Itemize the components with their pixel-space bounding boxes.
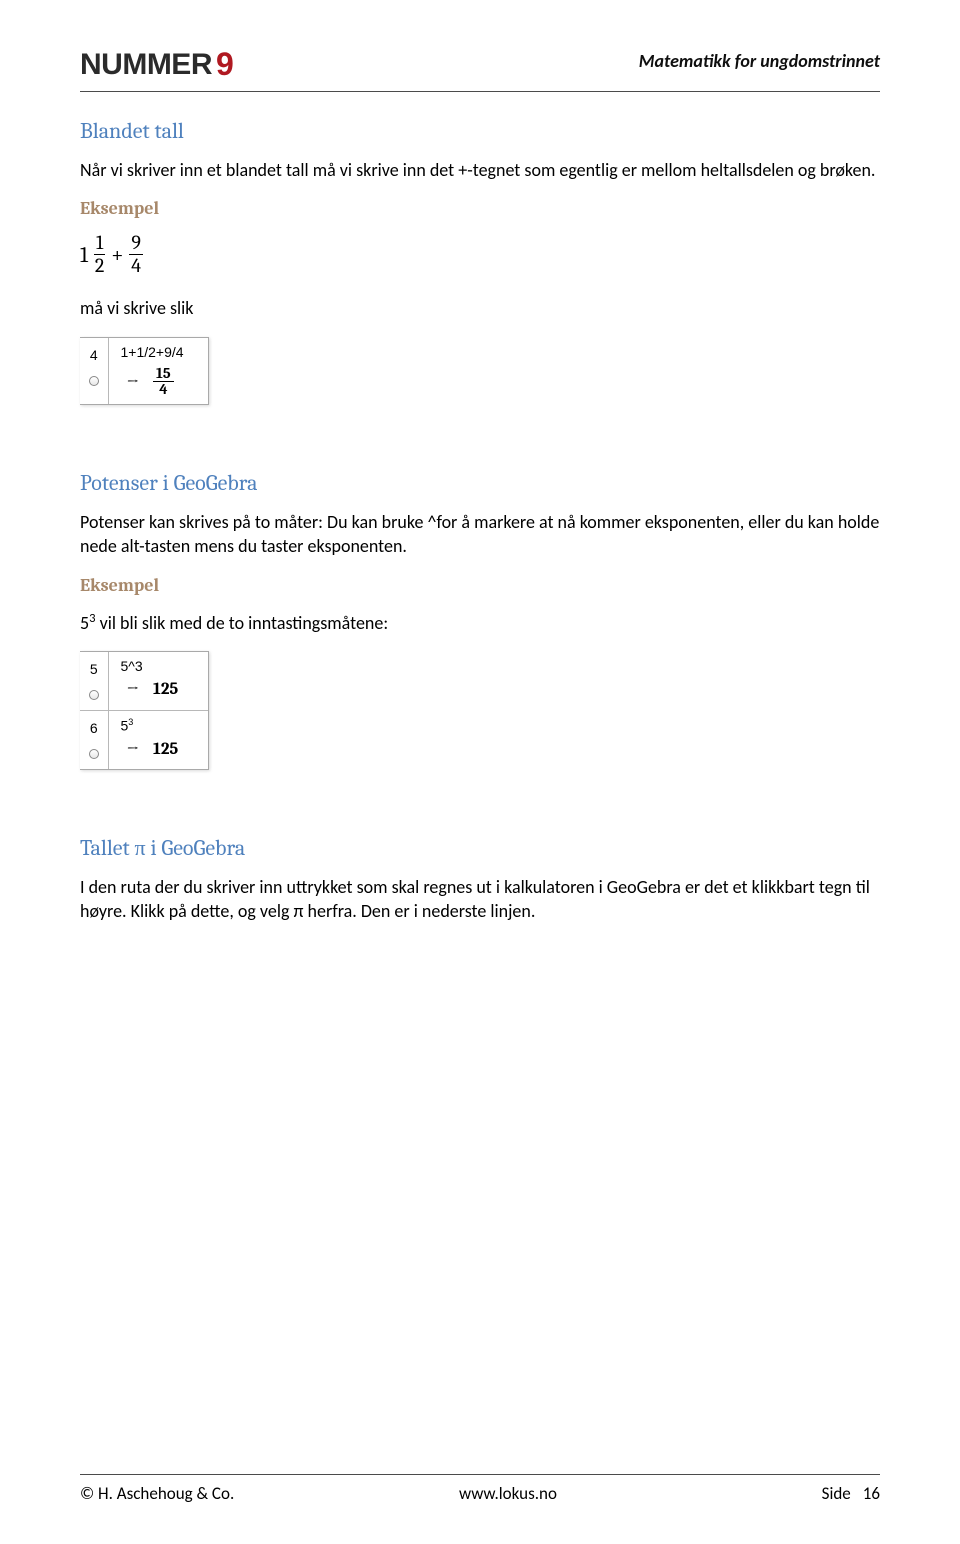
header-divider xyxy=(80,91,880,92)
cas-output: → 125 xyxy=(121,680,193,699)
footer-divider xyxy=(80,1474,880,1475)
geogebra-box-1: 4 1+1/2+9/4 → 15 4 xyxy=(80,337,209,406)
section-title-potenser: Potenser i GeoGebra xyxy=(80,470,880,496)
arrow-icon: → xyxy=(127,740,140,758)
logo: NUMMER 9 xyxy=(80,46,234,83)
formula-op: + xyxy=(111,242,123,268)
geogebra-box-2: 5 5^3 → 125 6 53 xyxy=(80,651,209,770)
cas-visibility-toggle-icon xyxy=(89,376,99,386)
cas-visibility-toggle-icon xyxy=(89,749,99,759)
cas-input: 53 xyxy=(121,717,193,734)
mixed-number-formula: 1 1 2 + 9 4 xyxy=(80,233,880,276)
cas-input: 5^3 xyxy=(121,658,193,674)
section-title-blandet: Blandet tall xyxy=(80,118,880,144)
fraction-1: 1 2 xyxy=(94,233,105,276)
cas-output: → 125 xyxy=(121,740,193,759)
cas-result: 125 xyxy=(153,680,178,699)
cas-input: 1+1/2+9/4 xyxy=(121,344,193,360)
cas-row-gutter: 5 xyxy=(80,652,108,711)
section-para: Potenser kan skrives på to måter: Du kan… xyxy=(80,510,880,559)
cas-result: 125 xyxy=(153,740,178,759)
eksempel-label: Eksempel xyxy=(80,575,880,596)
eksempel-label: Eksempel xyxy=(80,198,880,219)
header-subtitle: Matematikk for ungdomstrinnet xyxy=(639,50,880,72)
formula-lead: 1 xyxy=(80,242,88,268)
section-title-pi: Tallet π i GeoGebra xyxy=(80,835,880,861)
footer-page: Side16 xyxy=(822,1483,880,1504)
cas-row-gutter: 6 xyxy=(80,710,108,769)
cas-result-fraction: 15 4 xyxy=(153,366,174,399)
footer-url: www.lokus.no xyxy=(194,1483,821,1504)
fraction-2: 9 4 xyxy=(129,233,143,276)
cas-visibility-toggle-icon xyxy=(89,690,99,700)
after-formula-text: må vi skrive slik xyxy=(80,296,880,320)
power-example-line: 53 vil bli slik med de to inntastingsmåt… xyxy=(80,610,880,635)
page-footer: © H. Aschehoug & Co. www.lokus.no Side16 xyxy=(80,1474,880,1504)
logo-number: 9 xyxy=(216,46,234,83)
cas-output: → 15 4 xyxy=(121,366,193,399)
cas-row-gutter: 4 xyxy=(80,338,108,405)
page-header: NUMMER 9 Matematikk for ungdomstrinnet xyxy=(80,46,880,83)
arrow-icon: → xyxy=(127,373,140,391)
section-para: Når vi skriver inn et blandet tall må vi… xyxy=(80,158,880,182)
arrow-icon: → xyxy=(127,680,140,698)
logo-text: NUMMER xyxy=(80,48,212,82)
section-para: I den ruta der du skriver inn uttrykket … xyxy=(80,875,880,924)
